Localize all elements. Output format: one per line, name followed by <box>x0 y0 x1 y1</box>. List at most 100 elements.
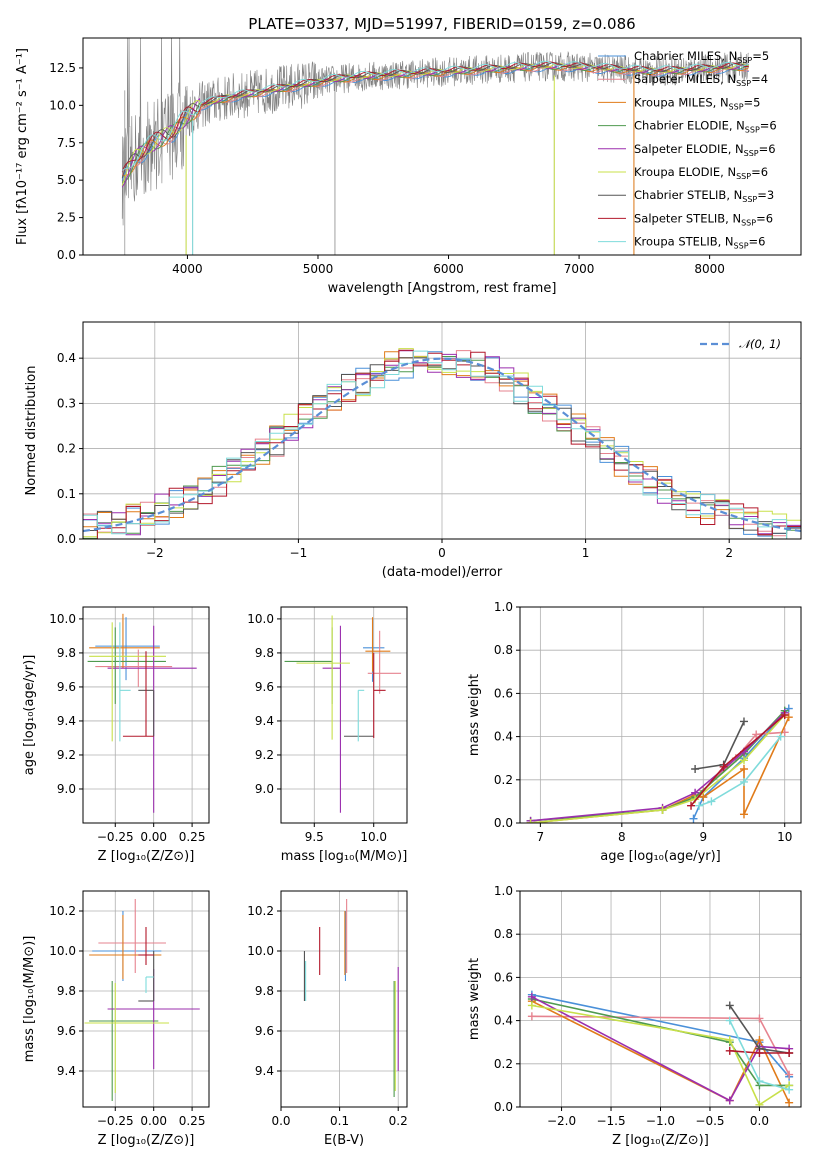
y-axis-label: age [log₁₀(age/yr)] <box>22 655 37 776</box>
errorbar-point <box>107 625 197 813</box>
legend-entry: Kroupa MILES, NSSP=5 <box>634 95 760 111</box>
plot-area <box>83 607 209 823</box>
errorbar-point <box>322 625 341 813</box>
legend-entry-sub: SSP <box>745 126 760 135</box>
x-axis-label: wavelength [Angstrom, rest frame] <box>328 281 557 296</box>
legend-entry-sub: SSP <box>734 242 749 251</box>
weight-series <box>695 732 785 810</box>
x-tick-label: 0.2 <box>389 1114 408 1128</box>
y-tick-label: 10.0 <box>49 612 76 626</box>
gridlines <box>281 891 407 1107</box>
y-tick-label: 9.0 <box>57 782 76 796</box>
weight-point-marker <box>755 1100 764 1107</box>
weight-point-marker <box>527 1012 536 1021</box>
x-tick-label: −2 <box>146 546 164 560</box>
weight-point-marker <box>739 777 748 786</box>
x-tick-label: −1.0 <box>646 1114 675 1128</box>
legend-entry-tail: =3 <box>757 188 774 202</box>
x-tick-label: 0.1 <box>330 1114 349 1128</box>
legend-entry: Salpeter MILES, NSSP=4 <box>634 72 768 88</box>
plot-area <box>121 38 750 255</box>
x-tick-label: −0.25 <box>97 830 134 844</box>
weight-point-marker <box>755 1077 764 1086</box>
legend-entry: Kroupa ELODIE, NSSP=6 <box>634 165 768 181</box>
x-tick-label: 0.25 <box>179 830 206 844</box>
weight-point-marker <box>689 814 698 823</box>
legend-entry-label: Salpeter ELODIE, N <box>634 142 744 156</box>
legend-entry-sub: SSP <box>729 102 744 111</box>
errorbar-point <box>89 622 166 742</box>
errorbar-point <box>98 899 166 973</box>
legend-entry-tail: =6 <box>751 165 768 179</box>
plot-area <box>83 322 801 539</box>
legend-entry-tail: =6 <box>749 235 766 249</box>
panel-mass-EBV: 0.0 0.1 0.2 9.4 9.6 9.8 10.0 10.2 E(B-V) <box>247 890 408 1148</box>
weight-point-marker <box>527 1001 536 1010</box>
weight-point-marker <box>785 1049 794 1057</box>
legend-entry-tail: =6 <box>759 142 776 156</box>
errorbar-point <box>145 976 154 993</box>
legend-entry-sub: SSP <box>736 172 751 181</box>
errorbar-point <box>296 615 350 740</box>
weight-point-marker <box>725 1046 734 1055</box>
x-tick-label: 2 <box>725 546 733 560</box>
x-tick-label: −1 <box>290 546 308 560</box>
x-tick-label: −2.0 <box>547 1114 576 1128</box>
legend-entry-label: Salpeter MILES, N <box>634 72 736 86</box>
weight-point-marker <box>658 806 667 815</box>
y-tick-label: 7.5 <box>57 136 76 150</box>
axes-frame <box>280 890 408 1108</box>
weight-point-marker <box>780 711 789 719</box>
plot-area <box>83 891 209 1107</box>
y-tick-label: 9.4 <box>255 714 274 728</box>
legend-entry: Chabrier ELODIE, NSSP=6 <box>634 119 777 135</box>
weight-point-marker <box>755 1014 764 1023</box>
y-tick-label: 9.6 <box>57 680 76 694</box>
weight-point-marker <box>785 1098 794 1107</box>
y-tick-label: 0.4 <box>494 1014 513 1028</box>
axes-frame <box>82 37 802 256</box>
weight-point-marker <box>739 756 748 765</box>
legend-entry: Chabrier MILES, NSSP=5 <box>634 49 769 65</box>
weight-point-marker <box>527 992 536 1001</box>
y-tick-label: 9.2 <box>255 748 274 762</box>
gaussian-curve <box>83 357 801 533</box>
legend-entry-label: Salpeter STELIB, N <box>634 211 741 225</box>
weight-point-marker <box>725 1001 734 1010</box>
axes-frame <box>82 890 210 1108</box>
weight-series-line <box>531 1000 790 1104</box>
weight-point-marker <box>719 762 728 771</box>
weight-point-marker <box>784 713 793 722</box>
weight-point-marker <box>699 793 708 802</box>
gridlines <box>83 891 209 1107</box>
y-tick-label: 10.0 <box>247 612 274 626</box>
x-tick-label: 0.00 <box>140 1114 167 1128</box>
weight-point-marker <box>739 765 748 773</box>
weight-point-marker <box>526 819 535 823</box>
x-tick-label: 6000 <box>433 262 464 276</box>
errorbar-point <box>138 927 154 965</box>
weight-point-marker <box>752 730 761 739</box>
y-tick-label: 0.8 <box>494 643 513 657</box>
weight-series <box>526 706 789 823</box>
weight-point-marker <box>785 1085 794 1094</box>
gridlines <box>520 891 801 1107</box>
weight-point-marker <box>725 1016 734 1025</box>
y-tick-label: 0.6 <box>494 970 513 984</box>
weight-point-marker <box>776 732 785 741</box>
x-tick-label: 1 <box>582 546 590 560</box>
x-axis-label: Z [log₁₀(Z/Z⊙)] <box>612 1133 709 1148</box>
weight-series-line <box>702 731 785 792</box>
weight-point-marker <box>687 801 696 810</box>
gridlines <box>520 607 801 823</box>
weight-point-marker <box>785 1070 794 1079</box>
x-tick-label: −0.5 <box>695 1114 724 1128</box>
errorbar-point <box>95 617 160 681</box>
errorbar-point <box>365 617 391 672</box>
errorbar-point <box>87 627 166 704</box>
legend-entry-label: Kroupa ELODIE, N <box>634 165 736 179</box>
errorbar-point <box>119 622 131 742</box>
y-tick-label: 0.8 <box>494 927 513 941</box>
plot-area <box>520 607 801 823</box>
weight-series <box>725 1016 794 1094</box>
